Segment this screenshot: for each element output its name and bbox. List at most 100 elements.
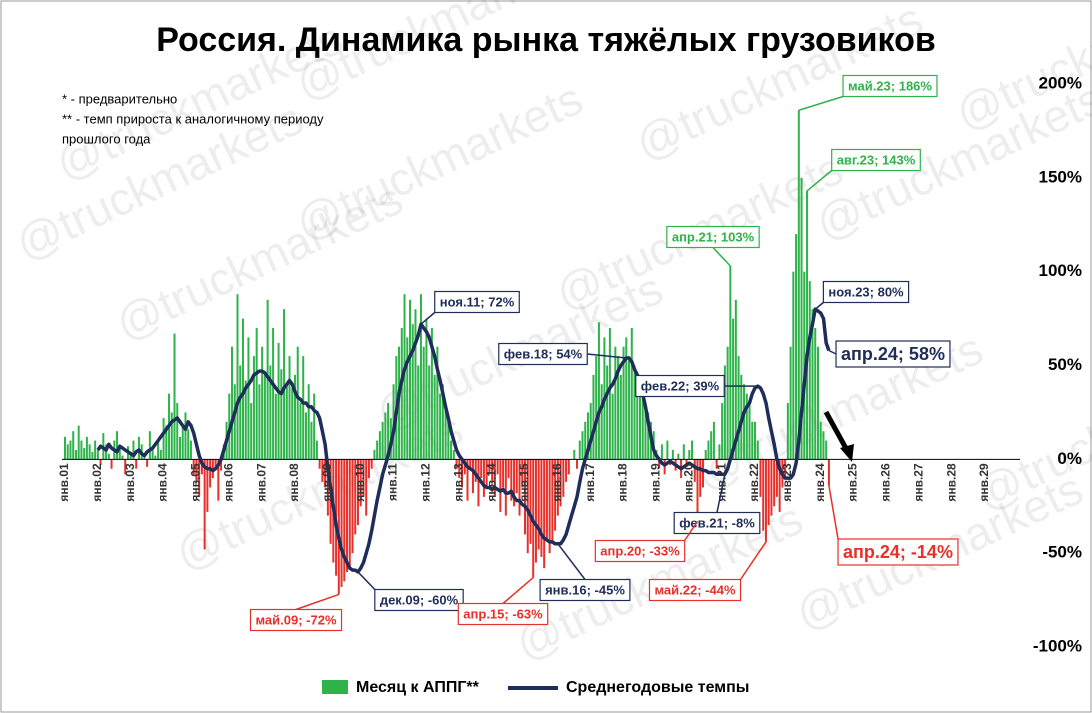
bar xyxy=(118,448,121,460)
bar xyxy=(209,459,212,488)
annotation-box xyxy=(249,608,343,632)
annotation-label: фев.21; -8% xyxy=(679,515,755,530)
bar xyxy=(710,431,713,460)
bar xyxy=(496,459,499,475)
bar xyxy=(718,444,721,460)
bar xyxy=(444,403,447,460)
bar xyxy=(573,449,576,460)
bar xyxy=(732,318,735,460)
bar xyxy=(597,322,600,460)
annotation-label: апр.21; 103% xyxy=(672,229,755,244)
x-tick-label: янв.25 xyxy=(846,463,860,502)
bar xyxy=(206,459,209,512)
bar xyxy=(792,271,795,460)
bar xyxy=(729,266,732,460)
bar xyxy=(356,459,359,526)
bar xyxy=(515,459,518,494)
annotation-label: авг.23; 143% xyxy=(837,152,916,167)
bar xyxy=(94,440,97,460)
bar xyxy=(318,459,321,469)
bar xyxy=(69,440,72,460)
bar xyxy=(814,327,817,460)
bar xyxy=(110,459,113,469)
bar xyxy=(441,384,444,460)
annotation-box xyxy=(842,74,938,98)
legend-label: Месяц к АППГ** xyxy=(356,679,480,696)
bar xyxy=(526,459,529,554)
annotation-box xyxy=(457,602,549,626)
bar xyxy=(581,431,584,460)
bar xyxy=(326,459,329,516)
annotation-leader xyxy=(357,571,376,591)
bar xyxy=(83,448,86,460)
annotation-label: апр.24; -14% xyxy=(843,542,953,562)
bar xyxy=(411,324,414,460)
bar xyxy=(644,403,647,460)
bar xyxy=(64,436,66,460)
bar xyxy=(74,449,77,460)
bar xyxy=(767,459,770,526)
bar xyxy=(370,459,373,469)
bar xyxy=(524,459,526,535)
x-tick-label: янв.26 xyxy=(879,463,893,502)
bar xyxy=(461,459,464,488)
bar xyxy=(179,436,181,460)
bar xyxy=(384,412,387,460)
bar xyxy=(543,459,546,569)
bar xyxy=(507,459,510,479)
bar xyxy=(540,459,543,557)
annotation-leader xyxy=(828,349,837,355)
line xyxy=(96,307,831,574)
x-tick-label: янв.24 xyxy=(813,463,827,502)
bar xyxy=(428,365,431,460)
bar xyxy=(181,425,184,460)
bar xyxy=(537,459,540,550)
x-tick-label: янв.02 xyxy=(90,463,104,502)
annotation: апр.21; 103% xyxy=(666,225,760,249)
annotation-label: май.09; -72% xyxy=(255,612,336,627)
bar xyxy=(381,421,384,460)
bar xyxy=(576,459,579,469)
annotation: май.22; -44% xyxy=(648,578,742,602)
bar xyxy=(619,374,622,460)
bar xyxy=(617,356,620,460)
bar xyxy=(137,436,140,460)
bar xyxy=(165,425,168,460)
annotation-box xyxy=(635,374,725,398)
bar xyxy=(198,459,201,497)
y-tick-label: 0% xyxy=(1057,449,1082,468)
annotation-box xyxy=(831,148,921,172)
annotation-leader xyxy=(502,576,534,605)
bar xyxy=(806,190,809,460)
annotation-leader xyxy=(557,543,586,580)
bar xyxy=(586,412,589,460)
bar xyxy=(808,281,811,460)
annotation-leader xyxy=(295,593,340,611)
bar xyxy=(715,459,718,469)
bar xyxy=(745,393,748,460)
bar xyxy=(699,459,702,497)
bar xyxy=(430,327,433,460)
note: * - предварительно xyxy=(62,91,177,106)
bar xyxy=(816,346,819,460)
bar xyxy=(611,393,614,460)
bar xyxy=(321,459,324,482)
bar xyxy=(633,365,636,460)
annotation-label: ноя.11; 72% xyxy=(440,294,515,309)
y-tick-label: -100% xyxy=(1033,636,1082,655)
bar xyxy=(359,459,362,507)
bar xyxy=(827,459,830,486)
bar xyxy=(726,346,729,460)
x-tick-label: янв.06 xyxy=(221,463,235,502)
annotation: янв.16; -45% xyxy=(539,578,631,602)
bar xyxy=(466,459,469,501)
bar xyxy=(737,356,740,460)
bar xyxy=(625,337,628,460)
bar xyxy=(474,459,477,482)
bar xyxy=(630,327,633,460)
bar xyxy=(803,271,806,460)
bar xyxy=(452,449,455,460)
annotation-label: фев.18; 54% xyxy=(504,346,583,361)
bar xyxy=(693,459,696,482)
